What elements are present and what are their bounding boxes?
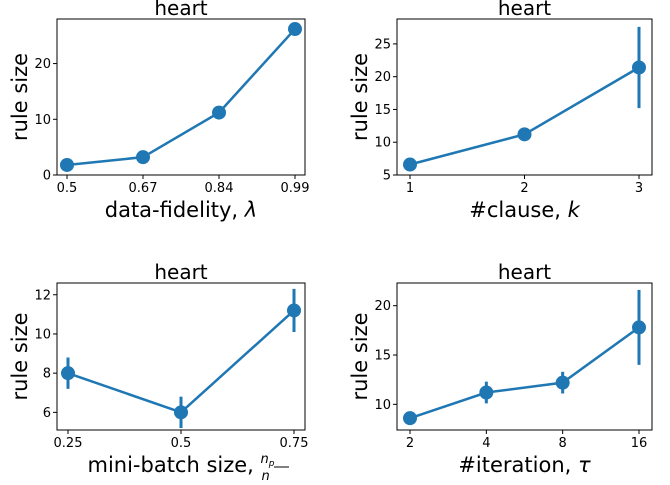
y-tick-label: 10 [374,398,391,413]
y-tick-label: 15 [374,103,391,118]
x-axis-label: #clause, k [469,198,580,222]
x-tick-label: 8 [559,436,567,451]
y-tick-label: 6 [43,406,51,421]
x-tick-label: 3 [635,181,643,196]
x-tick-label: 4 [482,436,490,451]
x-tick-label: 0.99 [281,181,310,196]
y-tick-label: 20 [374,70,391,85]
y-tick-label: 20 [374,299,391,314]
y-tick-label: 5 [383,169,391,184]
x-tick-label: 0.5 [171,436,192,451]
chart-panel-2: heart 5 10 15 20 25 1 2 3 rule size #clause, k [348,0,653,222]
data-point [61,366,75,381]
plot-frame [396,282,653,431]
x-axis-label: data-fidelity, λ [105,198,257,222]
data-point [60,157,74,172]
data-point [555,375,570,390]
series-line [409,66,640,166]
y-tick-label: 10 [374,136,391,151]
y-tick-label: 8 [43,367,51,382]
chart-panel-4: heart 10 15 20 2 4 8 16 rule size #iteration, τ [348,260,653,477]
x-tick-label: 16 [631,436,648,451]
y-axis-label: rule size [348,312,372,400]
x-axis-label: mini-batch size, np n [87,452,274,484]
data-point [479,385,494,400]
x-tick-label: 0.75 [280,436,309,451]
chart-title: heart [154,0,207,20]
plot-frame [56,18,306,176]
chart-title: heart [498,260,551,284]
x-tick-label: 0.5 [57,181,78,196]
data-point [632,60,646,75]
y-tick-label: 12 [34,288,51,303]
y-tick-label: 20 [34,57,51,72]
x-tick-label: 2 [520,181,528,196]
y-tick-label: 25 [374,37,391,52]
x-tick-label: 2 [406,436,414,451]
data-point [174,405,188,420]
x-tick-label: 0.84 [205,181,234,196]
y-axis-label: rule size [348,53,372,141]
y-tick-label: 10 [34,327,51,342]
chart-panel-1: heart 0 10 20 0.5 0.67 0.84 0.99 rule size data-f… [8,0,309,222]
data-point [403,411,417,426]
data-point [287,303,301,318]
data-point [517,127,532,142]
y-tick-label: 0 [43,169,51,184]
series-line [409,326,640,420]
chart-title: heart [154,260,207,284]
y-axis-label: rule size [8,53,32,141]
data-point [212,105,226,120]
y-tick-label: 15 [374,349,391,364]
data-point [288,22,302,37]
x-tick-label: 0.25 [54,436,83,451]
chart-panel-3: heart 6 8 10 12 0.25 0.5 0.75 rule size mini-batc… [8,260,308,484]
series-line [66,28,296,167]
data-point [136,150,150,165]
x-tick-label: 0.67 [129,181,158,196]
y-axis-label: rule size [8,312,32,400]
data-point [403,157,417,172]
chart-title: heart [498,0,551,20]
x-tick-label: 1 [406,181,414,196]
plot-frame [396,18,653,176]
data-point [632,320,646,335]
x-axis-label: #iteration, τ [458,453,591,477]
y-tick-label: 10 [34,113,51,128]
